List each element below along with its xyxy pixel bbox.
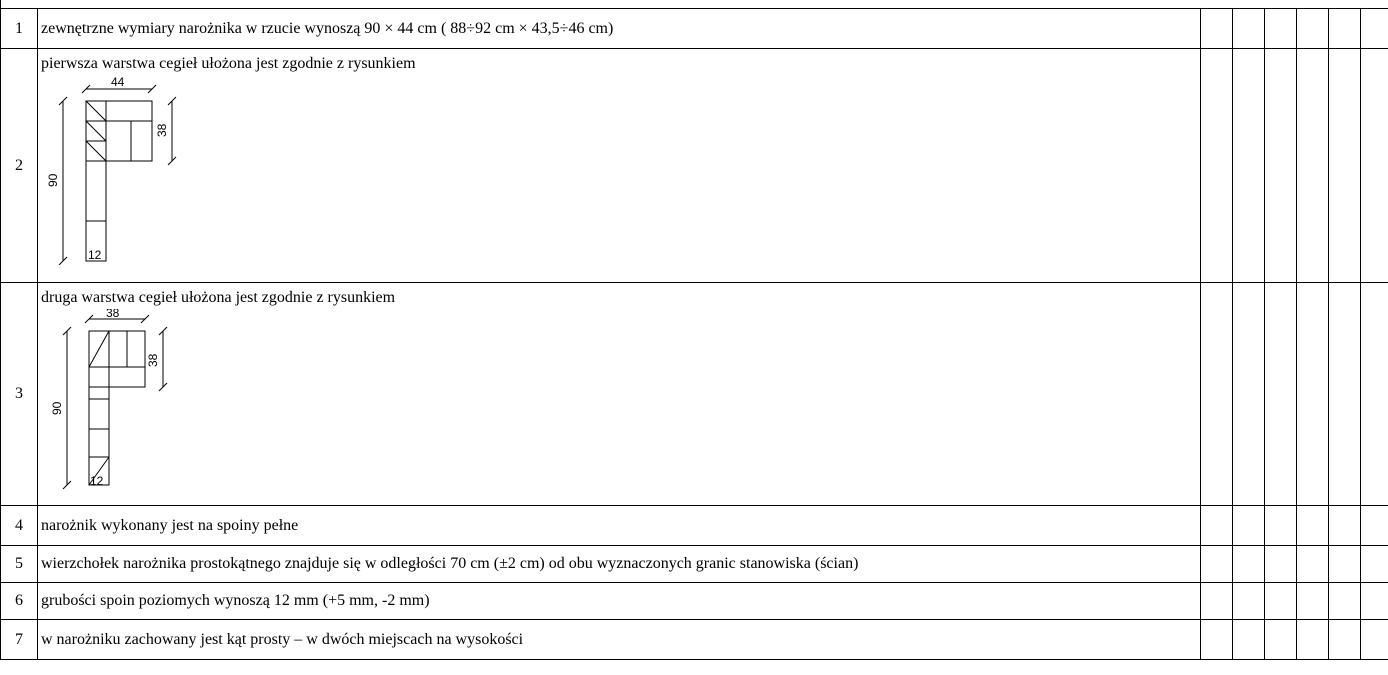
dimension-top-label: 38 (106, 309, 120, 320)
row-number: 7 (0, 619, 38, 660)
mark-cell[interactable] (1296, 282, 1329, 506)
dimension-left-label: 90 (50, 401, 64, 415)
mark-cell[interactable] (1360, 619, 1388, 660)
mark-cell[interactable] (1296, 619, 1329, 660)
dimension-bottom-label: 12 (88, 248, 102, 262)
mark-cell[interactable] (1264, 582, 1297, 620)
mark-cell[interactable] (1200, 505, 1233, 546)
mark-cell[interactable] (1328, 505, 1361, 546)
vertical-bricks (85, 100, 107, 262)
table-row: 4 narożnik wykonany jest na spoiny pełne (0, 505, 1388, 546)
row-text: wierzchołek narożnika prostokątnego znaj… (41, 555, 859, 572)
mark-cell[interactable] (1232, 48, 1265, 283)
row-text: narożnik wykonany jest na spoiny pełne (41, 516, 299, 534)
table-top-edge (0, 0, 1, 8)
mark-cell[interactable] (1200, 582, 1233, 620)
mark-cell[interactable] (1264, 545, 1297, 583)
row-text: druga warstwa cegieł ułożona jest zgodni… (41, 289, 396, 306)
row-description: w narożniku zachowany jest kąt prosty – … (37, 619, 1201, 660)
table-row: 6 grubości spoin poziomych wynoszą 12 mm… (0, 582, 1388, 620)
row-description: pierwsza warstwa cegieł ułożona jest zgo… (37, 48, 1201, 283)
mark-cell[interactable] (1360, 582, 1388, 620)
table-row: 5 wierzchołek narożnika prostokątnego zn… (0, 545, 1388, 583)
mark-cell[interactable] (1200, 282, 1233, 506)
mark-cell[interactable] (1360, 8, 1388, 49)
mark-cell[interactable] (1232, 505, 1265, 546)
mark-cell[interactable] (1360, 282, 1388, 506)
mark-cell[interactable] (1232, 282, 1265, 506)
mark-cell[interactable] (1264, 8, 1297, 49)
mark-cell[interactable] (1328, 282, 1361, 506)
mark-cell[interactable] (1328, 545, 1361, 583)
mark-cell[interactable] (1232, 545, 1265, 583)
mark-cell[interactable] (1360, 48, 1388, 283)
row-number: 4 (0, 505, 38, 546)
mark-cell[interactable] (1200, 8, 1233, 49)
row-description: narożnik wykonany jest na spoiny pełne (37, 505, 1201, 546)
dimension-right-label: 38 (155, 123, 169, 137)
row-description: zewnętrzne wymiary narożnika w rzucie wy… (37, 8, 1201, 49)
mark-cell[interactable] (1200, 48, 1233, 283)
mark-cell[interactable] (1264, 48, 1297, 283)
row-text: pierwsza warstwa cegieł ułożona jest zgo… (41, 55, 416, 72)
row-number: 6 (0, 582, 38, 620)
mark-cell[interactable] (1328, 48, 1361, 283)
mark-cell[interactable] (1328, 8, 1361, 49)
mark-cell[interactable] (1296, 8, 1329, 49)
row-description: wierzchołek narożnika prostokątnego znaj… (37, 545, 1201, 583)
mark-cell[interactable] (1360, 545, 1388, 583)
mark-cell[interactable] (1200, 619, 1233, 660)
first-layer-drawing: 44 90 38 12 (46, 75, 177, 265)
table-row: 7 w narożniku zachowany jest kąt prosty … (0, 619, 1388, 660)
row-description: druga warstwa cegieł ułożona jest zgodni… (37, 282, 1201, 506)
dimension-left-label: 90 (46, 173, 60, 187)
corner-bricks (88, 330, 146, 388)
mark-cell[interactable] (1264, 505, 1297, 546)
mark-cell[interactable] (1232, 619, 1265, 660)
row-number: 5 (0, 545, 38, 583)
table-row: 3 druga warstwa cegieł ułożona jest zgod… (0, 282, 1388, 506)
table-row: 2 pierwsza warstwa cegieł ułożona jest z… (0, 48, 1388, 283)
mark-cell[interactable] (1328, 582, 1361, 620)
row-number: 1 (0, 8, 38, 49)
mark-cell[interactable] (1200, 545, 1233, 583)
mark-cell[interactable] (1328, 619, 1361, 660)
mark-cell[interactable] (1232, 582, 1265, 620)
mark-cell[interactable] (1296, 545, 1329, 583)
row-number: 2 (0, 48, 38, 283)
row-text: w narożniku zachowany jest kąt prosty – … (41, 630, 524, 648)
mark-cell[interactable] (1264, 282, 1297, 506)
table-row: 1 zewnętrzne wymiary narożnika w rzucie … (0, 8, 1388, 49)
second-layer-drawing: 38 90 38 12 (50, 309, 168, 490)
corner-bricks (85, 100, 153, 162)
row-text: zewnętrzne wymiary narożnika w rzucie wy… (41, 19, 614, 37)
mark-cell[interactable] (1232, 8, 1265, 49)
mark-cell[interactable] (1296, 48, 1329, 283)
dimension-right-label: 38 (146, 353, 160, 367)
dimension-bottom-label: 12 (90, 474, 104, 488)
mark-cell[interactable] (1296, 505, 1329, 546)
mark-cell[interactable] (1296, 582, 1329, 620)
row-number: 3 (0, 282, 38, 506)
mark-cell[interactable] (1360, 505, 1388, 546)
mark-cell[interactable] (1264, 619, 1297, 660)
criteria-table: 1 zewnętrzne wymiary narożnika w rzucie … (0, 8, 1388, 660)
row-description: grubości spoin poziomych wynoszą 12 mm (… (37, 582, 1201, 620)
row-text: grubości spoin poziomych wynoszą 12 mm (… (41, 592, 430, 609)
dimension-top-label: 44 (111, 75, 125, 89)
